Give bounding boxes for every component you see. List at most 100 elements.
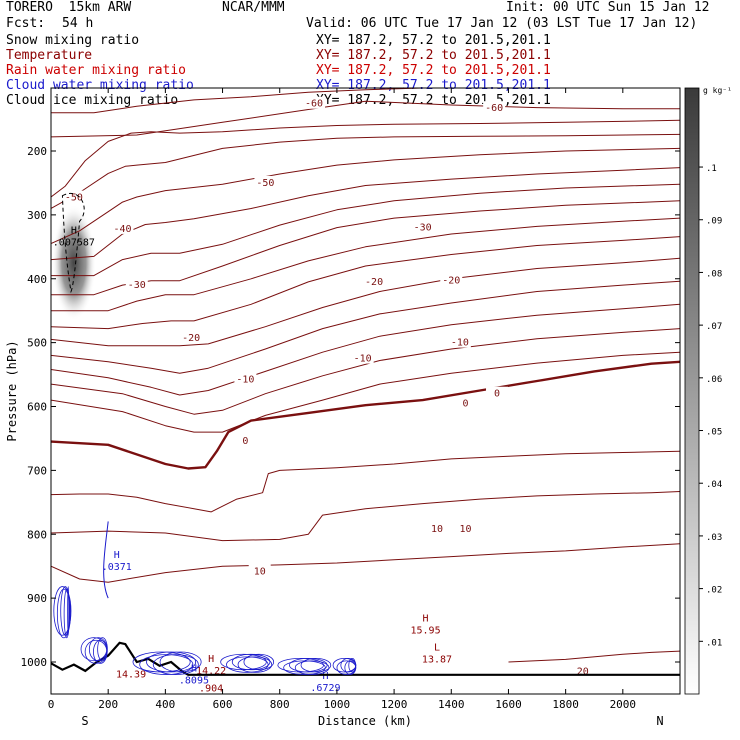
colorbar-tick-label: .04 — [706, 480, 722, 490]
temperature-contour-label: 10 — [254, 566, 266, 577]
colorbar-tick-label: .06 — [706, 375, 722, 385]
colorbar: g kg⁻¹ .01 .02 .03 .04 .05 .06 .07 .08 .09 .1 — [684, 86, 732, 695]
temperature-contour-label: -10 — [451, 338, 469, 349]
contour-label-bg — [303, 96, 326, 109]
y-tick-label: 400 — [27, 273, 47, 286]
temperature-contour-label: 20 — [577, 667, 589, 678]
extremum-value: 14.39 — [116, 669, 146, 680]
field-name-cloud-water: Cloud water mixing ratio — [6, 78, 194, 93]
terrain-line — [51, 641, 680, 676]
temperature-contour-label: -60 — [485, 103, 503, 114]
extremum-marker: L — [434, 642, 440, 653]
x-axis-left-end: S — [81, 714, 88, 728]
x-tick-label: 1600 — [495, 698, 522, 711]
x-axis-label: Distance (km) — [318, 714, 412, 728]
center-label: NCAR/MMM — [222, 0, 285, 15]
extremum-value: .007587 — [53, 237, 95, 248]
temperature-contour — [51, 167, 680, 261]
extremum-value: .8095 — [179, 675, 209, 686]
x-tick-label: 800 — [270, 698, 290, 711]
temperature-contour — [508, 650, 680, 663]
colorbar-ramp — [684, 87, 700, 695]
temperature-contour — [51, 280, 680, 374]
cloud-water-contour — [97, 637, 108, 662]
extremum-value: 15.95 — [410, 626, 440, 637]
field-xy-temperature: XY= 187.2, 57.2 to 201.5,201.1 — [316, 48, 551, 63]
y-tick-label: 300 — [27, 209, 47, 222]
cloud-water-contour — [159, 651, 202, 673]
colorbar-tick-label: .09 — [706, 217, 722, 227]
cloud-water-contour — [348, 658, 357, 673]
cloud-water-contour — [231, 653, 271, 671]
contour-label-bg — [351, 351, 374, 364]
extremum-value: 13.87 — [422, 654, 452, 665]
temperature-contour — [51, 236, 680, 330]
temperature-contour-label: -10 — [236, 375, 254, 386]
colorbar-tick-label: .03 — [706, 533, 722, 543]
colorbar-tick-label: .07 — [706, 322, 722, 332]
contour-label-bg — [440, 273, 463, 286]
cloud-water-contour — [103, 521, 109, 599]
contour-label-bg — [62, 190, 85, 203]
cloud-water-contour — [67, 586, 70, 636]
cloud-water-contour — [344, 660, 357, 675]
colorbar-tick-label: .05 — [706, 428, 722, 438]
contour-label-bg — [125, 278, 148, 291]
cloud-water-contour — [220, 653, 267, 671]
temperature-contour — [51, 351, 680, 433]
y-tick-label: 500 — [27, 337, 47, 350]
x-axis-right-end: N — [656, 714, 663, 728]
x-tick-label: 1800 — [552, 698, 579, 711]
cloud-water-contour — [146, 651, 197, 673]
temperature-contour-label: -30 — [128, 280, 146, 291]
x-tick-label: 1400 — [438, 698, 465, 711]
temperature-contour — [51, 147, 680, 245]
extremum-marker: H — [208, 654, 214, 665]
contour-label-bg — [454, 396, 477, 409]
temperature-contour-label: -20 — [442, 276, 460, 287]
temperature-contour-label: -30 — [414, 223, 432, 234]
cloud-water-contour — [84, 639, 108, 664]
temperature-contour — [51, 200, 680, 296]
field-name-snow: Snow mixing ratio — [6, 33, 140, 48]
contour-label-bg — [486, 386, 509, 399]
colorbar-unit: g kg⁻¹ — [703, 86, 732, 95]
forecast-hour: 54 h — [62, 16, 94, 31]
init-time: Init: 00 UTC Sun 15 Jan 12 — [506, 0, 710, 15]
colorbar-tick-label: .02 — [706, 586, 722, 596]
temperature-contour-label: -60 — [305, 99, 323, 110]
temperature-contour-label: -20 — [365, 277, 383, 288]
temperature-contour — [51, 100, 680, 138]
temperature-contour-label: -10 — [354, 354, 372, 365]
extremum-value: .904 — [199, 684, 223, 695]
contour-label-bg — [454, 522, 477, 535]
x-tick-label: 1000 — [324, 698, 351, 711]
contour-label-bg — [483, 101, 506, 114]
contour-label-bg — [248, 564, 271, 577]
temperature-contour — [51, 133, 680, 209]
cloud-water-contour — [53, 586, 72, 636]
field-xy-rain: XY= 187.2, 57.2 to 201.5,201.1 — [316, 63, 551, 78]
cloud-water-contour — [289, 658, 328, 673]
contour-label-bg — [363, 274, 386, 287]
model-title: TORERO 15km ARW — [6, 0, 132, 15]
extremum-value: 14.22 — [196, 666, 226, 677]
temperature-contour-label: -40 — [113, 224, 131, 235]
field-name-rain: Rain water mixing ratio — [6, 63, 187, 78]
y-tick-label: 900 — [27, 592, 47, 605]
temperature-contour — [51, 360, 680, 470]
contour-label-bg — [234, 433, 257, 446]
extremum-value: .6729 — [310, 683, 340, 694]
extremum-marker: H — [322, 671, 328, 682]
temperature-contour — [51, 303, 680, 396]
temperature-contour-label: 10 — [460, 524, 472, 535]
extremum-marker: H — [423, 614, 429, 625]
temperature-contour — [51, 183, 680, 277]
temperature-contour-label: 10 — [431, 524, 443, 535]
field-name-temperature: Temperature — [6, 48, 93, 63]
extremum-marker: H — [191, 663, 197, 674]
valid-time: Valid: 06 UTC Tue 17 Jan 12 (03 LST Tue … — [306, 16, 698, 31]
colorbar-tick-label: .08 — [706, 269, 722, 279]
temperature-contour — [51, 491, 680, 542]
